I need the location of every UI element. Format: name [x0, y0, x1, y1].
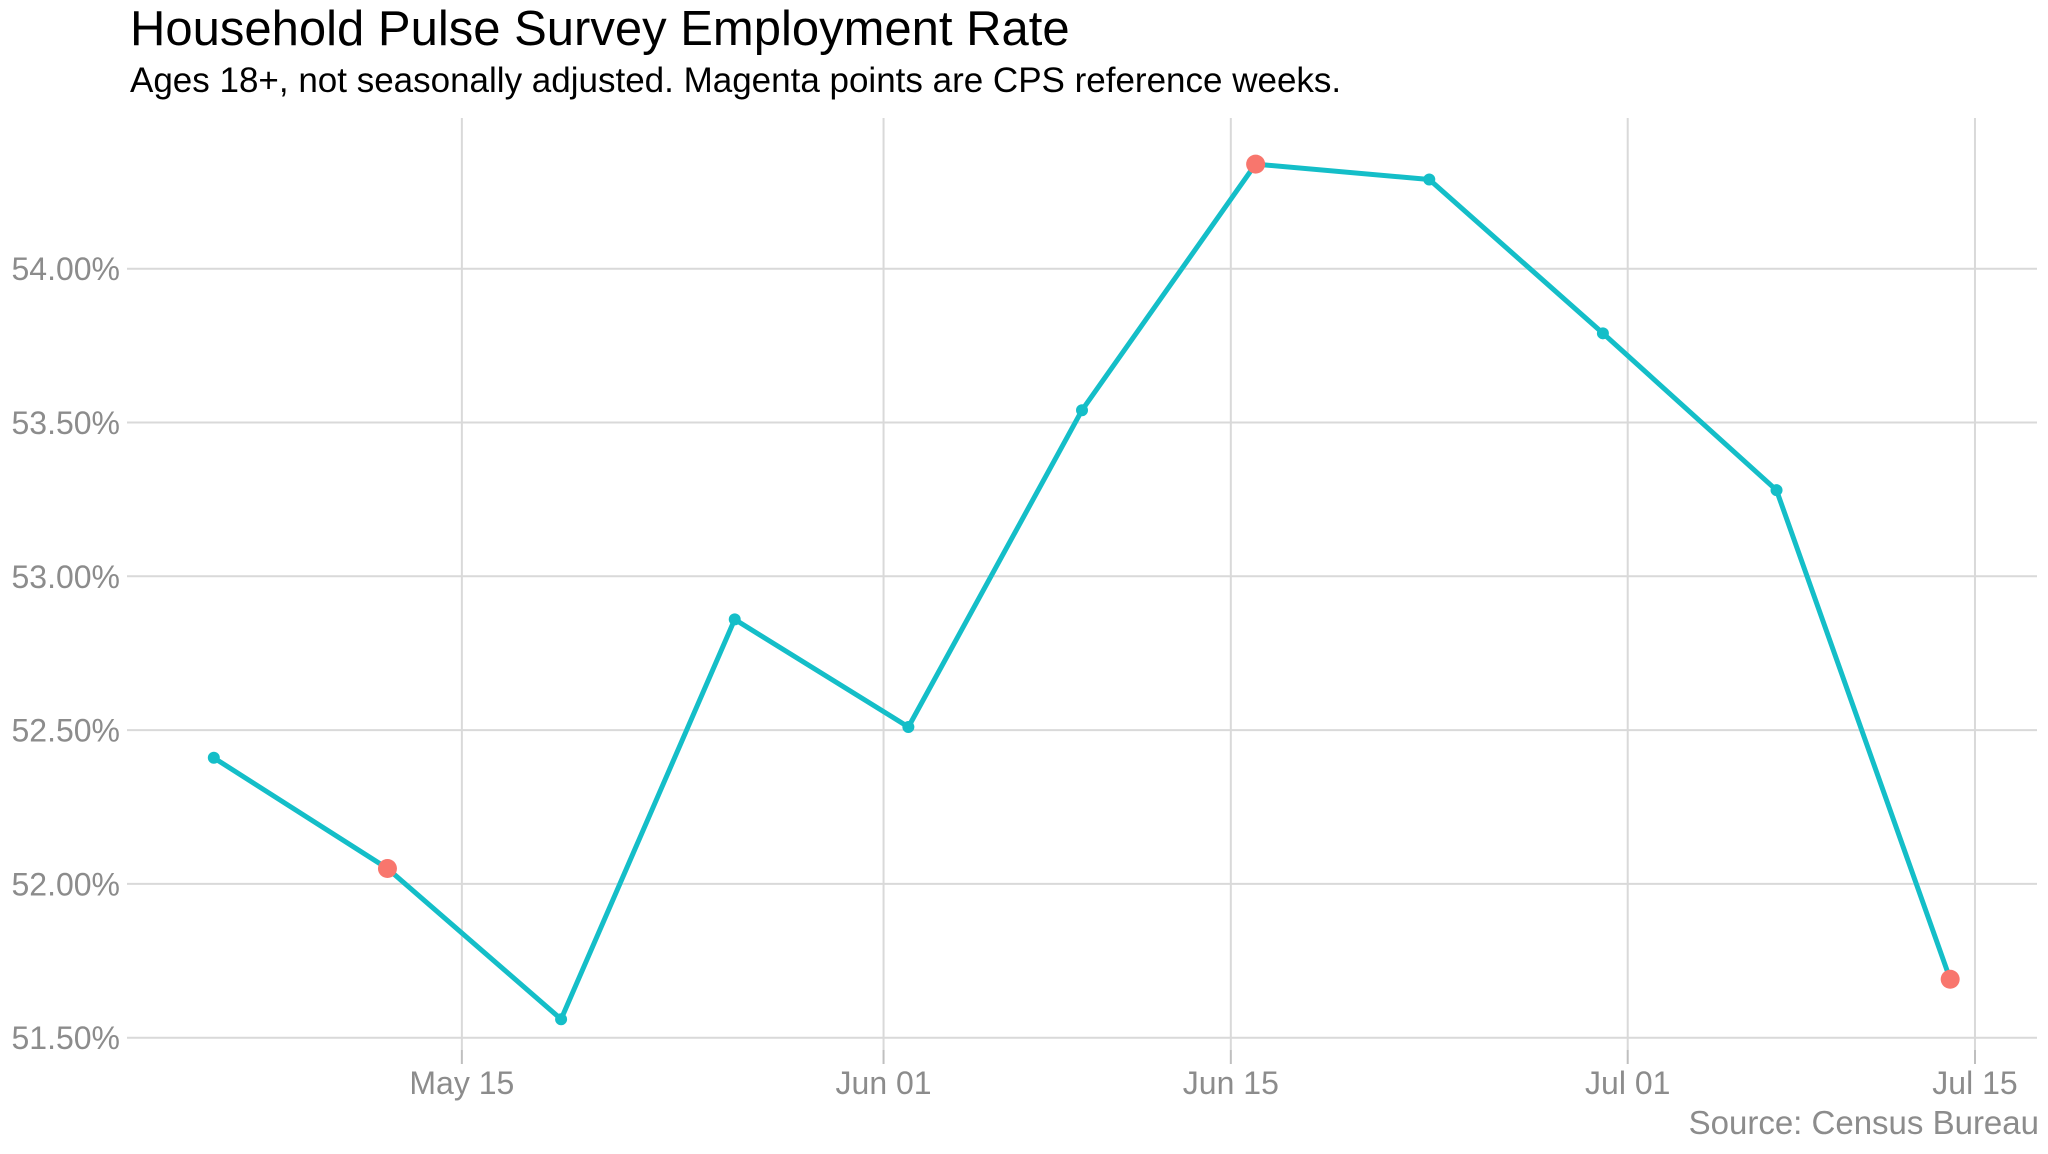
y-tick-label: 54.00% [11, 251, 120, 287]
x-tick-label: Jul 01 [1585, 1065, 1670, 1101]
x-tick-label: Jun 15 [1183, 1065, 1279, 1101]
y-tick-label: 51.50% [11, 1020, 120, 1056]
x-tick-label: Jul 15 [1932, 1065, 2017, 1101]
y-tick-label: 53.50% [11, 405, 120, 441]
data-point [728, 613, 741, 626]
data-point [1423, 173, 1436, 186]
data-point [207, 751, 220, 764]
data-point [555, 1013, 568, 1026]
x-tick-label: Jun 01 [836, 1065, 932, 1101]
data-point [1770, 484, 1783, 497]
data-point [1076, 404, 1088, 417]
cps-reference-point [377, 859, 397, 879]
data-point [1596, 327, 1609, 340]
series-line [211, 161, 1953, 1022]
cps-reference-point [1246, 154, 1266, 174]
y-tick-label: 53.00% [11, 559, 120, 595]
y-tick-label: 52.50% [11, 713, 120, 749]
source-caption: Source: Census Bureau [1688, 1104, 2039, 1141]
y-tick-label: 52.00% [11, 866, 120, 902]
x-tick-label: May 15 [409, 1065, 514, 1101]
cps-reference-point [1940, 969, 1960, 989]
data-point [902, 721, 915, 734]
chart-title: Household Pulse Survey Employment Rate [130, 2, 1070, 56]
chart-subtitle: Ages 18+, not seasonally adjusted. Magen… [130, 61, 1342, 100]
